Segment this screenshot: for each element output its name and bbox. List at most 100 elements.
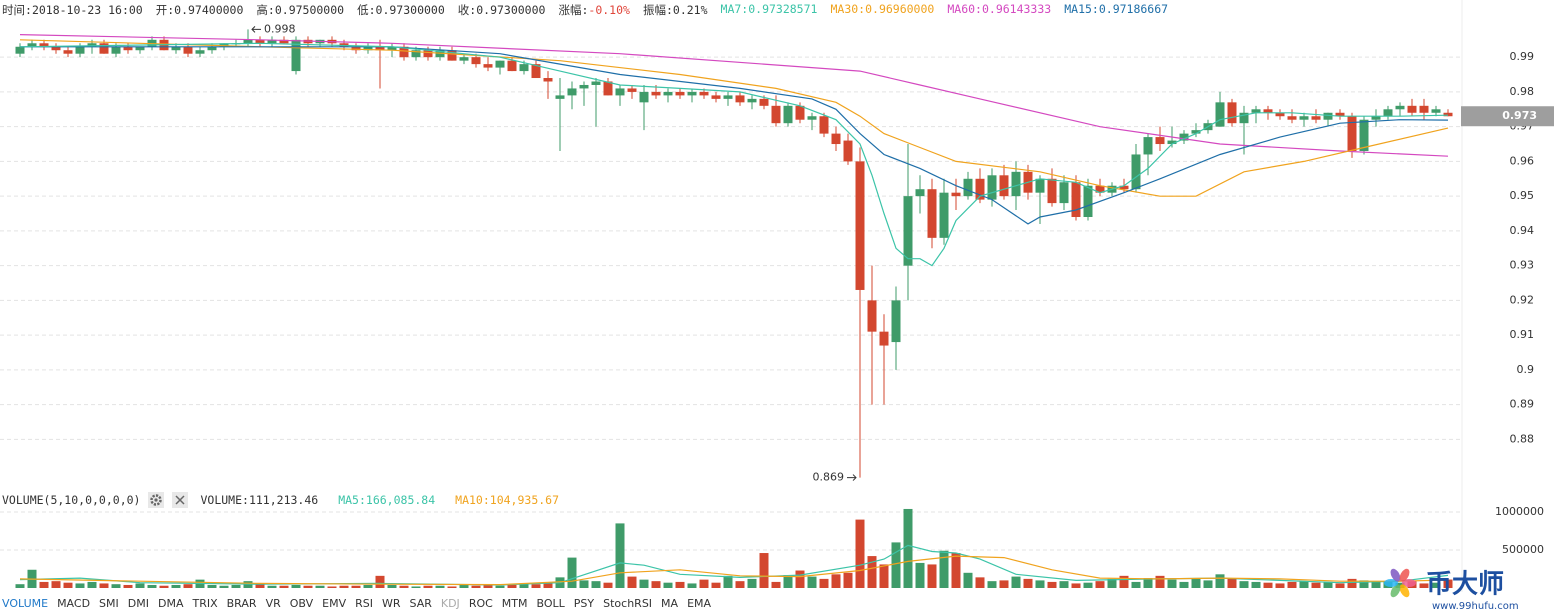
- candle-body: [891, 300, 901, 343]
- tab[interactable]: BOLL: [536, 597, 565, 610]
- logo-petal: [1402, 579, 1416, 587]
- header-item: MA7:0.97328571: [721, 2, 818, 18]
- volume-bar: [519, 583, 529, 588]
- annotation-arrow: [251, 26, 261, 33]
- item-label: MA30:: [830, 2, 866, 16]
- volume-bar: [99, 583, 109, 588]
- volume-bar: [963, 572, 973, 588]
- volume-bar: [771, 581, 781, 588]
- item-label: MA10:: [455, 493, 490, 507]
- volume-bar: [231, 584, 241, 588]
- item-label: 开:: [155, 3, 175, 17]
- candle-body: [1431, 109, 1441, 113]
- candle-body: [903, 196, 913, 266]
- tab[interactable]: DMI: [127, 597, 149, 610]
- item-value: 0.96143333: [981, 2, 1052, 16]
- candle-body: [747, 98, 757, 103]
- candle-body: [1407, 105, 1417, 113]
- annotation: 0.869: [813, 471, 845, 484]
- volume-bar: [411, 586, 421, 588]
- tab[interactable]: MTM: [501, 597, 528, 610]
- candle-body: [75, 46, 85, 54]
- candle-body: [279, 39, 289, 44]
- candle-body: [399, 46, 409, 58]
- tab[interactable]: RSI: [355, 597, 373, 610]
- candle-body: [1251, 109, 1261, 113]
- candle-body: [1275, 112, 1285, 117]
- tab[interactable]: OBV: [289, 597, 314, 610]
- candle-body: [759, 98, 769, 106]
- volume-bar: [843, 572, 853, 588]
- tab[interactable]: EMV: [322, 597, 347, 610]
- settings-button[interactable]: [148, 492, 165, 508]
- tab[interactable]: KDJ: [440, 597, 460, 610]
- volume-bar: [759, 553, 769, 588]
- volume-bar: [363, 584, 373, 588]
- volume-bar: [75, 583, 85, 588]
- candle-body: [99, 43, 109, 54]
- item-value: 0.97400000: [174, 3, 244, 17]
- volume-bar: [375, 575, 385, 588]
- volume-bar: [1239, 581, 1249, 588]
- candle-body: [1371, 116, 1381, 120]
- candle-body: [1155, 137, 1165, 145]
- volume-bar: [171, 584, 181, 588]
- header-item: 涨幅:-0.10%: [558, 2, 629, 18]
- tab[interactable]: PSY: [573, 597, 595, 610]
- candle-body: [135, 46, 145, 51]
- tab[interactable]: WR: [381, 597, 401, 610]
- header-item: MA10:104,935.67: [455, 493, 559, 507]
- tab[interactable]: VR: [265, 597, 281, 610]
- tab[interactable]: VOLUME: [2, 597, 49, 610]
- volume-bar: [951, 553, 961, 588]
- volume-header: VOLUME(5,10,0,0,0,0) VOLUME:111,213.46 MA…: [2, 492, 559, 508]
- ma-line: [19, 544, 1449, 586]
- volume-bar: [1131, 581, 1141, 588]
- volume-bar: [279, 585, 289, 588]
- volume-bar: [459, 584, 469, 588]
- ma-line: [20, 46, 1449, 225]
- candle-body: [1263, 109, 1273, 113]
- candle-body: [507, 60, 517, 72]
- header-item: 振幅:0.21%: [643, 2, 708, 18]
- candle-body: [723, 95, 733, 99]
- volume-bar: [303, 585, 313, 588]
- candle-body: [1227, 102, 1237, 124]
- volume-bar: [639, 579, 649, 588]
- candle-body: [975, 178, 985, 200]
- candle-body: [27, 43, 37, 47]
- volume-bar: [603, 582, 613, 588]
- tab[interactable]: MA: [661, 597, 679, 610]
- volume-bar: [1059, 581, 1069, 588]
- y-tick-label: 0.96: [1510, 154, 1535, 167]
- candle-body: [15, 46, 25, 54]
- candle-body: [255, 39, 265, 44]
- tab[interactable]: EMA: [687, 597, 712, 610]
- volume-bar: [723, 575, 733, 588]
- tab[interactable]: StochRSI: [603, 597, 653, 610]
- volume-bar: [987, 581, 997, 588]
- volume-bar: [399, 585, 409, 588]
- tab[interactable]: SAR: [409, 597, 432, 610]
- volume-bar: [999, 580, 1009, 588]
- tab[interactable]: DMA: [157, 597, 184, 610]
- close-button[interactable]: [172, 492, 189, 508]
- item-value: -0.10%: [588, 3, 630, 17]
- candle-body: [1287, 116, 1297, 120]
- tab[interactable]: TRIX: [192, 597, 218, 610]
- y-tick-label: 0.93: [1510, 259, 1535, 272]
- volume-bar: [327, 586, 337, 588]
- candle-body: [555, 95, 565, 99]
- volume-title: VOLUME(5,10,0,0,0,0): [2, 493, 141, 507]
- candle-body: [915, 189, 925, 197]
- tab[interactable]: BRAR: [226, 597, 257, 610]
- candle-body: [939, 192, 949, 238]
- candle-body: [243, 39, 253, 44]
- candle-body: [375, 46, 385, 51]
- tab[interactable]: MACD: [57, 597, 91, 610]
- tab[interactable]: ROC: [468, 597, 493, 610]
- tab[interactable]: SMI: [99, 597, 119, 610]
- candle-body: [543, 78, 553, 82]
- candle-body: [423, 50, 433, 58]
- volume-bar: [1251, 581, 1261, 588]
